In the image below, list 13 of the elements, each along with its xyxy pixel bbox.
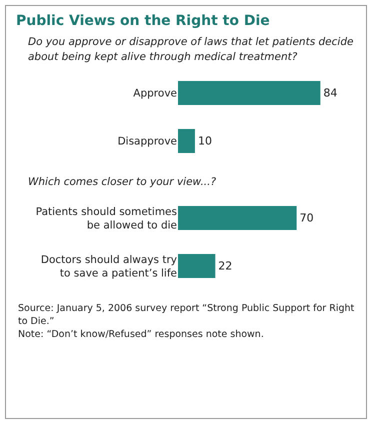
data-label: 22	[218, 260, 232, 272]
chart-title: Public Views on the Right to Die	[16, 13, 271, 29]
data-label: 10	[198, 134, 212, 148]
y-tick-label: Approve	[133, 88, 177, 100]
data-label: 84	[323, 86, 338, 100]
data-label: 70	[300, 212, 314, 224]
chart-subtitle: Which comes closer to your view...?	[28, 175, 218, 190]
y-tick-label: Doctors should always try to save a patient’s life	[40, 254, 177, 280]
y-tick-label: Disapprove	[118, 136, 177, 148]
text: Note: “Don’t know/Refused” responses note shown.	[18, 328, 265, 341]
source-note: Source: January 5, 2006 survey report “Strong Public Support for Right to Die.”	[18, 302, 356, 328]
y-tick-label: Patients should sometimes be allowed to die	[36, 206, 177, 232]
chart-subtitle: Do you approve or disapprove of laws that let patients decide about being kept alive through medical treatment?	[28, 35, 354, 65]
